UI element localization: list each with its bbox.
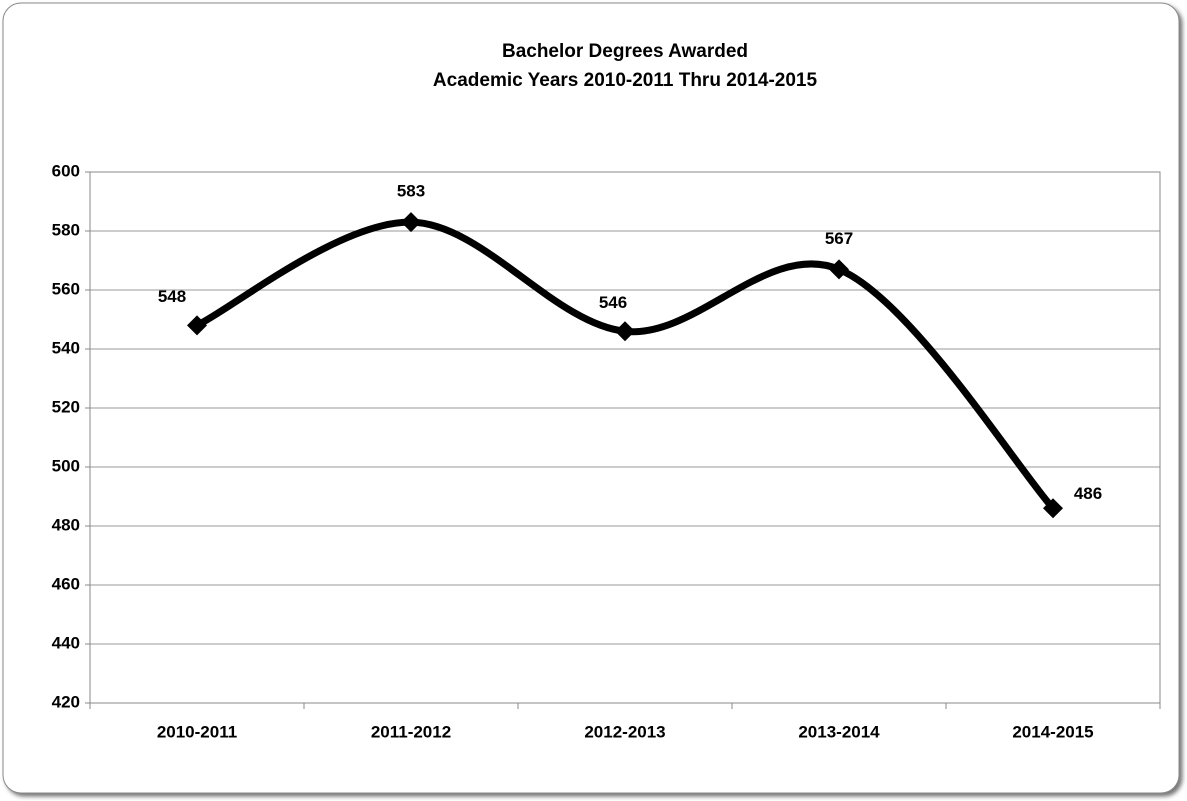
data-label: 486 — [1074, 484, 1102, 503]
y-tick-label: 460 — [52, 574, 80, 593]
x-tick-label: 2014-2015 — [1012, 722, 1093, 741]
x-tick-label: 2012-2013 — [584, 722, 665, 741]
plot-area — [89, 171, 1161, 704]
marks — [187, 212, 1063, 519]
y-tick-label: 500 — [52, 456, 80, 475]
y-tick-label: 560 — [52, 279, 80, 298]
y-tick-label: 540 — [52, 338, 80, 357]
x-tick-label: 2010-2011 — [157, 722, 237, 741]
y-tick-label: 420 — [52, 692, 80, 711]
chart-subtitle: Academic Years 2010-2011 Thru 2014-2015 — [433, 70, 818, 91]
marker — [1043, 498, 1063, 519]
y-tick-label: 440 — [52, 633, 80, 652]
y-tick-label: 580 — [52, 220, 80, 239]
y-tick-label: 480 — [52, 515, 80, 534]
y-tick-label: 520 — [52, 397, 80, 416]
marker — [187, 315, 207, 336]
data-label: 546 — [599, 293, 627, 312]
marker — [615, 321, 635, 342]
marker — [829, 259, 849, 280]
data-label: 548 — [158, 287, 186, 306]
data-label: 583 — [397, 182, 425, 201]
chart-title: Bachelor Degrees Awarded — [502, 41, 748, 62]
y-tick-label: 600 — [52, 161, 80, 180]
marker — [401, 212, 421, 233]
x-tick-label: 2013-2014 — [798, 722, 880, 741]
data-label: 567 — [825, 229, 853, 248]
x-tick-label: 2011-2012 — [371, 722, 451, 741]
